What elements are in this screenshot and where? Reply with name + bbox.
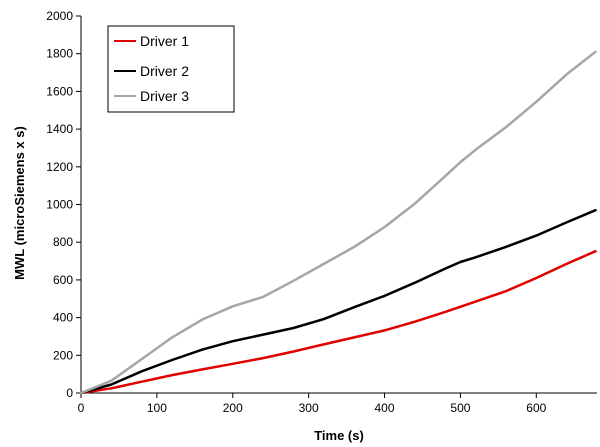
x-tick-label: 0: [78, 401, 85, 415]
x-tick-label: 300: [299, 401, 319, 415]
y-axis-title: MWL (microSiemens x s): [12, 126, 27, 280]
y-tick-label: 400: [53, 311, 73, 325]
x-tick-label: 100: [147, 401, 167, 415]
y-tick-label: 1200: [46, 160, 73, 174]
series-line-driver-2: [79, 208, 597, 395]
axes: 0 200 400 600 800 1000 1200 1400 1600 1800 2000 0 10…: [46, 9, 597, 415]
x-tick-label: 400: [375, 401, 395, 415]
x-tick-label: 500: [450, 401, 470, 415]
series-line-driver-1: [79, 249, 597, 395]
x-tick-label: 200: [223, 401, 243, 415]
series-line-driver-3: [79, 50, 597, 395]
y-tick-label: 0: [66, 386, 73, 400]
legend-label-driver-3: Driver 3: [140, 88, 189, 104]
y-tick-label: 1600: [46, 84, 73, 98]
y-tick-label: 2000: [46, 9, 73, 23]
y-tick-label: 1800: [46, 47, 73, 61]
x-tick-label: 600: [526, 401, 546, 415]
y-tick-label: 200: [53, 348, 73, 362]
y-tick-label: 1400: [46, 122, 73, 136]
x-axis-title: Time (s): [314, 428, 364, 443]
y-tick-label: 800: [53, 235, 73, 249]
y-tick-label: 1000: [46, 198, 73, 212]
y-tick-label: 600: [53, 273, 73, 287]
legend-label-driver-1: Driver 1: [140, 33, 189, 49]
legend: Driver 1 Driver 2 Driver 3: [107, 25, 235, 113]
legend-label-driver-2: Driver 2: [140, 63, 189, 79]
series-lines: [79, 50, 597, 395]
